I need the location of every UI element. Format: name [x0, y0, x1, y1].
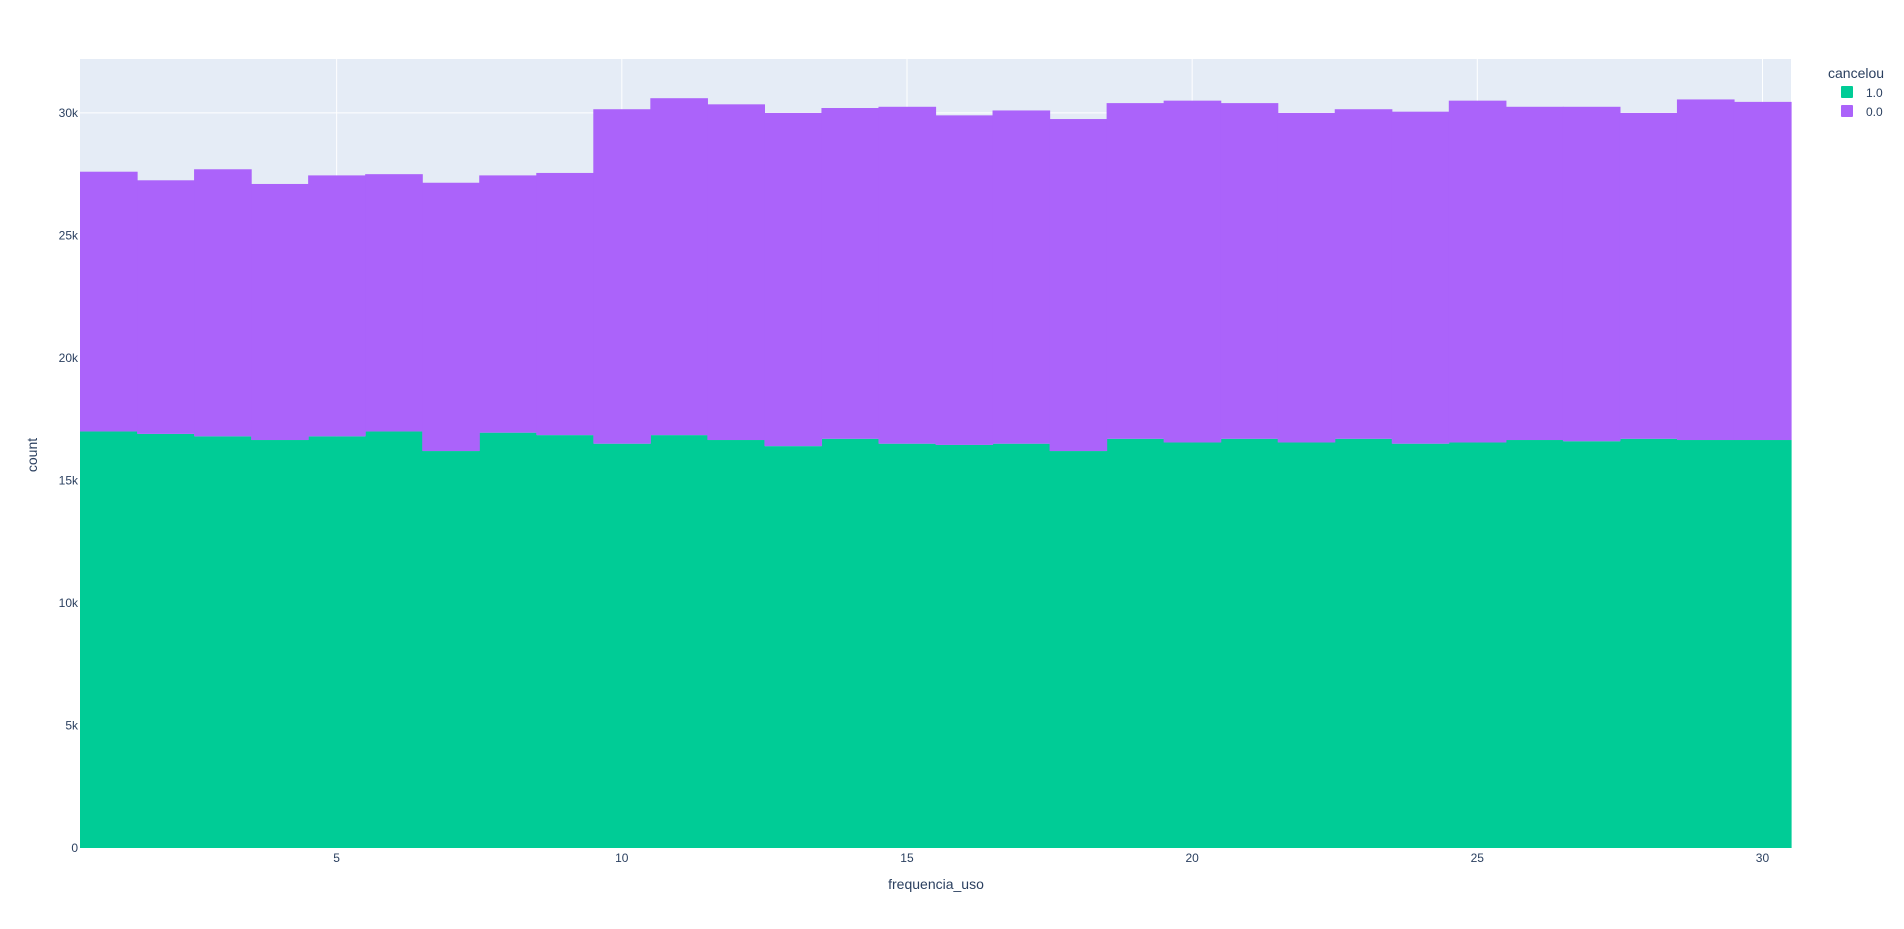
- y-axis-title: count: [24, 438, 40, 472]
- bar-0.0-15[interactable]: [878, 106, 937, 444]
- bar-1.0-13[interactable]: [764, 446, 823, 848]
- bar-0.0-20[interactable]: [1163, 100, 1222, 443]
- legend-swatch-1: [1841, 86, 1853, 98]
- bar-1.0-23[interactable]: [1334, 438, 1393, 848]
- bar-1.0-20[interactable]: [1163, 442, 1222, 848]
- bar-1.0-12[interactable]: [707, 440, 765, 848]
- legend-label-1: 1.0: [1866, 86, 1883, 100]
- bar-1.0-16[interactable]: [935, 444, 994, 848]
- bar-0.0-9[interactable]: [536, 172, 594, 436]
- x-tick-label: 15: [900, 851, 914, 865]
- bar-0.0-30[interactable]: [1733, 101, 1792, 441]
- bar-0.0-22[interactable]: [1277, 112, 1336, 443]
- bar-1.0-19[interactable]: [1106, 438, 1165, 848]
- bar-1.0-8[interactable]: [479, 432, 537, 848]
- bar-0.0-16[interactable]: [935, 115, 994, 445]
- y-tick-label: 10k: [59, 596, 79, 610]
- bar-1.0-2[interactable]: [137, 433, 195, 848]
- y-tick-label: 25k: [59, 228, 79, 242]
- x-tick-label: 25: [1471, 851, 1485, 865]
- legend-item-1[interactable]: 1.0: [1841, 86, 1883, 100]
- bar-0.0-1[interactable]: [80, 171, 138, 432]
- y-tick-labels: 0 5k 10k 15k 20k 25k 30k: [59, 106, 79, 855]
- bar-layer: [80, 98, 1792, 848]
- bar-1.0-21[interactable]: [1220, 438, 1279, 848]
- bar-1.0-10[interactable]: [593, 443, 651, 848]
- bar-1.0-27[interactable]: [1562, 441, 1621, 848]
- bar-1.0-24[interactable]: [1391, 443, 1450, 848]
- bar-0.0-24[interactable]: [1391, 111, 1450, 444]
- bar-0.0-21[interactable]: [1220, 103, 1279, 439]
- bar-0.0-10[interactable]: [593, 109, 651, 444]
- bar-0.0-2[interactable]: [137, 180, 195, 434]
- bar-1.0-18[interactable]: [1049, 451, 1108, 848]
- legend-item-0[interactable]: 0.0: [1841, 105, 1883, 119]
- bar-1.0-17[interactable]: [992, 443, 1051, 848]
- x-tick-label: 5: [333, 851, 340, 865]
- x-tick-labels: 5 10 15 20 25 30: [333, 851, 1769, 865]
- bar-1.0-7[interactable]: [422, 451, 480, 848]
- bar-0.0-4[interactable]: [251, 183, 309, 441]
- y-tick-label: 5k: [65, 718, 79, 732]
- bar-0.0-26[interactable]: [1505, 106, 1564, 441]
- x-axis-title: frequencia_uso: [888, 876, 984, 892]
- bar-0.0-14[interactable]: [821, 108, 880, 439]
- bar-0.0-17[interactable]: [992, 110, 1051, 444]
- legend: cancelou 1.0 0.0: [1828, 65, 1884, 119]
- bar-0.0-23[interactable]: [1334, 109, 1393, 439]
- bar-0.0-7[interactable]: [422, 182, 480, 452]
- bar-1.0-14[interactable]: [821, 438, 880, 848]
- x-tick-label: 30: [1756, 851, 1770, 865]
- bar-0.0-5[interactable]: [308, 175, 366, 437]
- bar-0.0-25[interactable]: [1448, 100, 1507, 443]
- bar-1.0-6[interactable]: [365, 431, 423, 848]
- bar-1.0-30[interactable]: [1733, 440, 1792, 848]
- x-tick-label: 10: [615, 851, 629, 865]
- bar-1.0-4[interactable]: [251, 440, 309, 848]
- legend-label-0: 0.0: [1866, 105, 1883, 119]
- y-tick-label: 30k: [59, 106, 79, 120]
- bar-0.0-6[interactable]: [365, 174, 423, 432]
- bar-1.0-22[interactable]: [1277, 442, 1336, 848]
- y-tick-label: 20k: [59, 351, 79, 365]
- bar-1.0-26[interactable]: [1505, 440, 1564, 848]
- x-tick-label: 20: [1185, 851, 1199, 865]
- bar-0.0-12[interactable]: [707, 104, 765, 441]
- bar-0.0-11[interactable]: [650, 98, 708, 436]
- bar-1.0-25[interactable]: [1448, 442, 1507, 848]
- bar-1.0-11[interactable]: [650, 435, 708, 848]
- bar-1.0-3[interactable]: [194, 436, 252, 848]
- bar-1.0-15[interactable]: [878, 443, 937, 848]
- bar-1.0-5[interactable]: [308, 436, 366, 848]
- bar-0.0-13[interactable]: [764, 112, 823, 447]
- bar-0.0-3[interactable]: [194, 169, 252, 437]
- bar-1.0-9[interactable]: [536, 435, 594, 848]
- bar-0.0-27[interactable]: [1562, 106, 1621, 442]
- bar-0.0-29[interactable]: [1676, 99, 1735, 441]
- bar-1.0-29[interactable]: [1676, 440, 1735, 848]
- bar-1.0-28[interactable]: [1619, 438, 1678, 848]
- bar-0.0-28[interactable]: [1619, 112, 1678, 439]
- bar-0.0-8[interactable]: [479, 175, 537, 433]
- bar-0.0-19[interactable]: [1106, 103, 1165, 439]
- y-tick-label: 15k: [59, 473, 79, 487]
- y-tick-label: 0: [71, 841, 78, 855]
- bar-1.0-1[interactable]: [80, 431, 138, 848]
- bar-0.0-18[interactable]: [1049, 119, 1108, 452]
- legend-swatch-0: [1841, 105, 1853, 117]
- legend-title: cancelou: [1828, 65, 1884, 81]
